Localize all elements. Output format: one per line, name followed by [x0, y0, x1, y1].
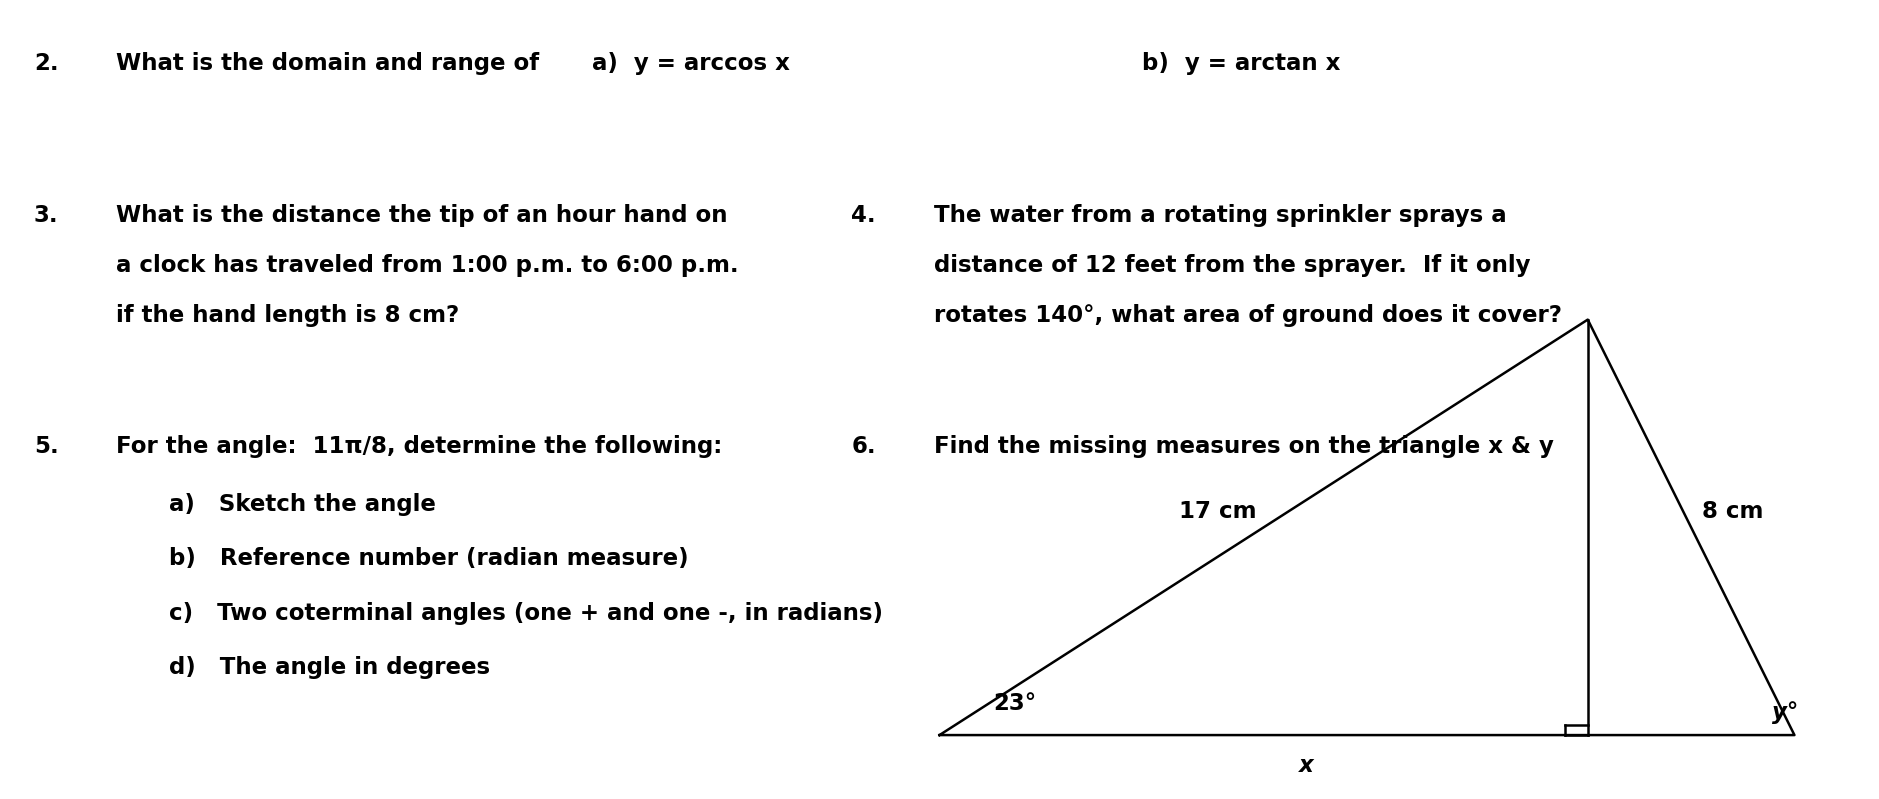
Text: 4.: 4. [851, 204, 876, 227]
Text: 6.: 6. [851, 435, 876, 459]
Text: 23°: 23° [994, 692, 1035, 714]
Text: a)  y = arccos x: a) y = arccos x [592, 52, 789, 75]
Text: 17 cm: 17 cm [1178, 500, 1257, 523]
Text: if the hand length is 8 cm?: if the hand length is 8 cm? [116, 304, 460, 328]
Text: b)  y = arctan x: b) y = arctan x [1142, 52, 1342, 75]
Text: For the angle:  11π/8, determine the following:: For the angle: 11π/8, determine the foll… [116, 435, 723, 459]
Text: c)   Two coterminal angles (one + and one -, in radians): c) Two coterminal angles (one + and one … [169, 602, 883, 625]
Text: d)   The angle in degrees: d) The angle in degrees [169, 656, 490, 679]
Text: rotates 140°, what area of ground does it cover?: rotates 140°, what area of ground does i… [934, 304, 1561, 328]
Text: 2.: 2. [34, 52, 58, 75]
Text: Find the missing measures on the triangle x & y: Find the missing measures on the triangl… [934, 435, 1554, 459]
Text: b)   Reference number (radian measure): b) Reference number (radian measure) [169, 547, 690, 570]
Text: a clock has traveled from 1:00 p.m. to 6:00 p.m.: a clock has traveled from 1:00 p.m. to 6… [116, 254, 738, 277]
Text: 3.: 3. [34, 204, 58, 227]
Text: a)   Sketch the angle: a) Sketch the angle [169, 493, 436, 516]
Text: The water from a rotating sprinkler sprays a: The water from a rotating sprinkler spra… [934, 204, 1507, 227]
Text: distance of 12 feet from the sprayer.  If it only: distance of 12 feet from the sprayer. If… [934, 254, 1530, 277]
Text: x: x [1298, 754, 1313, 777]
Text: What is the domain and range of: What is the domain and range of [116, 52, 539, 75]
Text: 5.: 5. [34, 435, 58, 459]
Text: y°: y° [1772, 702, 1798, 724]
Text: What is the distance the tip of an hour hand on: What is the distance the tip of an hour … [116, 204, 727, 227]
Text: 8 cm: 8 cm [1702, 500, 1763, 523]
